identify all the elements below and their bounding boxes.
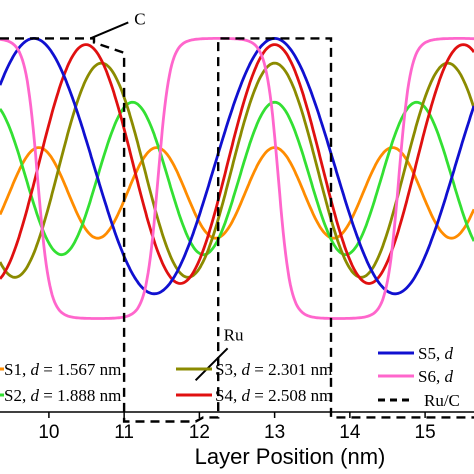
legend-label-s3: S3, d = 2.301 nm xyxy=(215,360,332,379)
legend-entry-s2: S2, d = 1.888 nm xyxy=(4,386,121,405)
annotation-ru-leader xyxy=(194,347,229,381)
series-line-s4 xyxy=(0,43,474,285)
x-tick-label: 14 xyxy=(339,422,361,443)
series-line-ruc xyxy=(0,37,474,423)
legend-entry-ruc: Ru/C xyxy=(378,391,460,410)
legend-label-s1: S1, d = 1.567 nm xyxy=(4,360,121,379)
legend-label-s2: S2, d = 1.888 nm xyxy=(4,386,121,405)
legend-entry-s1: S1, d = 1.567 nm xyxy=(4,360,121,379)
legend-label-s5: S5, d xyxy=(418,344,453,363)
legend-entry-s5: S5, d xyxy=(378,344,453,363)
legend-label-s6: S6, d xyxy=(418,367,453,386)
annotation-c-label: C xyxy=(134,9,145,28)
annotation-c-leader xyxy=(89,21,129,40)
x-axis-ticks: 10 11 12 13 14 15 xyxy=(38,412,436,443)
x-tick-label: 12 xyxy=(189,422,210,443)
x-tick-label: 10 xyxy=(38,422,59,443)
series-line-s1 xyxy=(0,146,474,240)
legend-entry-s6: S6, d xyxy=(378,367,453,386)
legend: S1, d = 1.567 nm S2, d = 1.888 nm S3, d … xyxy=(0,344,460,410)
x-tick-label: 13 xyxy=(264,422,285,443)
series-line-s2 xyxy=(0,100,474,257)
legend-label-s4: S4, d = 2.508 nm xyxy=(215,386,332,405)
annotations: C Ru xyxy=(89,6,244,381)
annotation-c-background xyxy=(130,6,151,29)
x-axis: 10 11 12 13 14 15 Layer Position (nm) xyxy=(0,411,474,469)
legend-entry-s4: S4, d = 2.508 nm xyxy=(176,386,332,405)
legend-entry-s3: S3, d = 2.301 nm xyxy=(176,360,332,379)
series-lines xyxy=(0,36,474,423)
annotation-ru-label: Ru xyxy=(224,325,244,344)
legend-label-ruc: Ru/C xyxy=(424,391,460,410)
x-tick-label: 15 xyxy=(415,422,436,443)
series-line-s5 xyxy=(0,36,474,296)
x-tick-label: 11 xyxy=(114,422,134,443)
x-axis-title: Layer Position (nm) xyxy=(195,444,386,469)
